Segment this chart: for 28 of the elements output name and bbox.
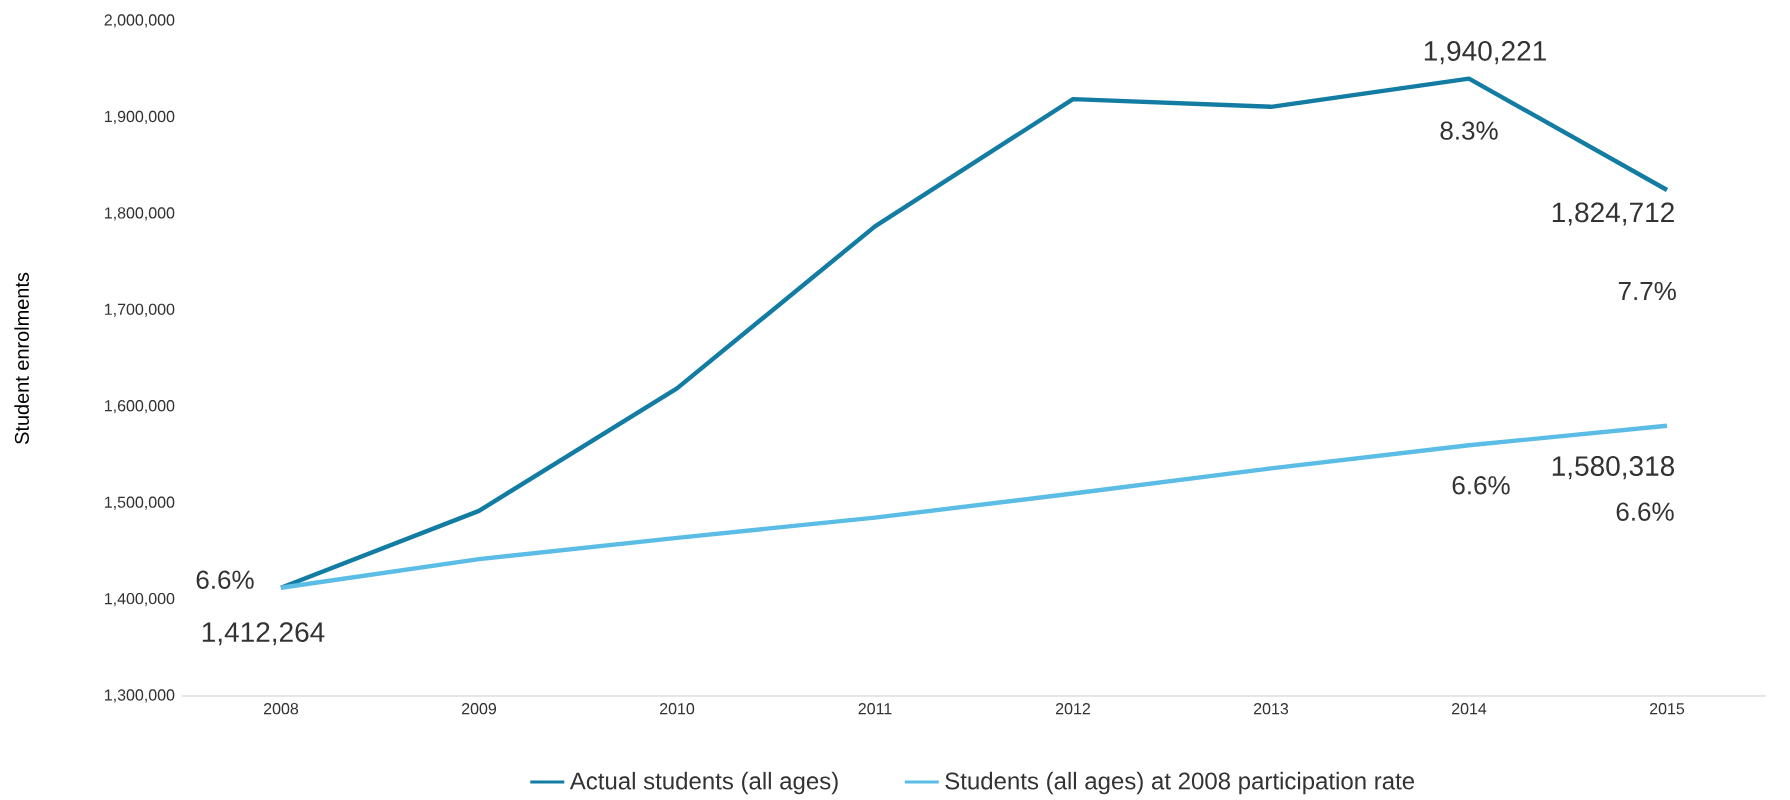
y-tick-label: 1,700,000 <box>105 303 175 317</box>
data-label: 1,824,712 <box>1552 202 1674 226</box>
x-tick-label: 2008 <box>264 702 299 715</box>
y-tick-label: 1,900,000 <box>105 110 175 124</box>
annotation: 6.6% <box>196 570 254 589</box>
annotation: 8.3% <box>1440 121 1498 140</box>
annotation: 7.7% <box>1618 281 1676 300</box>
legend-label: Students (all ages) at 2008 participation rate <box>945 771 1415 795</box>
legend-label: Actual students (all ages) <box>569 771 838 795</box>
data-label: 1,580,318 <box>1552 456 1675 480</box>
annotation: 6.6% <box>1452 475 1510 495</box>
y-axis-title: Student enrolments <box>14 272 29 444</box>
data-label: 1,412,264 <box>202 622 325 646</box>
x-tick-label: 2015 <box>1650 702 1685 715</box>
x-tick-label: 2012 <box>1056 702 1090 715</box>
y-tick-label: 1,800,000 <box>105 207 175 221</box>
y-tick-label: 1,600,000 <box>105 399 175 414</box>
data-label: 1,940,221 <box>1424 40 1546 65</box>
x-tick-label: 2014 <box>1452 702 1487 715</box>
y-tick-label: 1,400,000 <box>105 592 175 607</box>
annotation: 6.6% <box>1616 502 1674 521</box>
x-tick-label: 2013 <box>1254 702 1289 715</box>
x-tick-label: 2010 <box>660 702 695 715</box>
x-tick-label: 2011 <box>858 702 892 715</box>
y-tick-label: 1,500,000 <box>105 496 175 510</box>
x-tick-label: 2009 <box>462 702 497 715</box>
y-tick-label: 2,000,000 <box>104 14 175 28</box>
y-tick-label: 1,300,000 <box>105 689 175 703</box>
